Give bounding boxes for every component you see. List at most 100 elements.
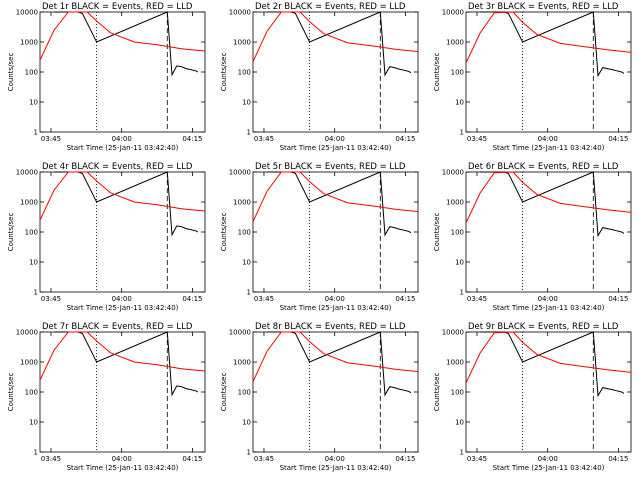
y-axis-label: Counts/sec bbox=[433, 53, 441, 92]
y-tick-label: 100 bbox=[238, 69, 251, 77]
y-tick-label: 10000 bbox=[16, 9, 38, 17]
y-tick-label: 1000 bbox=[446, 199, 464, 207]
panel-plot: Det 2r BLACK = Events, RED = LLD 1 10 100 10… bbox=[220, 2, 419, 152]
detector-panel: Det 8r BLACK = Events, RED = LLD 1 10 100 10… bbox=[213, 320, 426, 480]
y-tick-label: 1 bbox=[34, 129, 38, 137]
y-tick-label: 100 bbox=[238, 229, 251, 237]
series-line-events bbox=[480, 331, 625, 398]
y-tick-label: 1000 bbox=[20, 39, 38, 47]
x-tick-label: 03:45 bbox=[41, 295, 61, 303]
panel-title: Det 1r BLACK = Events, RED = LLD bbox=[42, 2, 193, 12]
x-tick-label: 04:15 bbox=[608, 295, 628, 303]
series-line-events bbox=[267, 331, 412, 397]
y-axis-label: Counts/sec bbox=[220, 373, 228, 412]
x-tick-label: 04:15 bbox=[395, 295, 415, 303]
panel-plot: Det 8r BLACK = Events, RED = LLD 1 10 100 10… bbox=[220, 322, 419, 472]
y-tick-label: 1 bbox=[460, 449, 464, 457]
y-tick-label: 1 bbox=[247, 449, 251, 457]
panel-plot: Det 9r BLACK = Events, RED = LLD 1 10 100 10… bbox=[433, 322, 632, 472]
y-tick-label: 1000 bbox=[20, 199, 38, 207]
detector-panel: Det 9r BLACK = Events, RED = LLD 1 10 100 10… bbox=[426, 320, 639, 480]
series-line-lld bbox=[39, 11, 206, 61]
y-tick-label: 10 bbox=[29, 419, 38, 427]
y-tick-label: 1000 bbox=[233, 359, 251, 367]
y-tick-label: 1 bbox=[247, 289, 251, 297]
x-axis-label: Start Time (25-Jan-11 03:42:40) bbox=[280, 304, 392, 312]
y-tick-label: 100 bbox=[451, 229, 464, 237]
x-tick-label: 03:45 bbox=[467, 295, 487, 303]
x-axis-label: Start Time (25-Jan-11 03:42:40) bbox=[493, 144, 605, 152]
x-tick-label: 04:00 bbox=[112, 295, 132, 303]
panel-title: Det 6r BLACK = Events, RED = LLD bbox=[468, 162, 619, 172]
x-tick-label: 03:45 bbox=[254, 295, 274, 303]
y-tick-label: 10000 bbox=[229, 9, 251, 17]
detector-panel: Det 1r BLACK = Events, RED = LLD 1 10 100 10… bbox=[0, 0, 213, 160]
series-line-lld bbox=[465, 11, 632, 64]
x-tick-label: 03:45 bbox=[41, 135, 61, 143]
series-line-lld bbox=[39, 331, 206, 381]
panel-title: Det 9r BLACK = Events, RED = LLD bbox=[468, 322, 619, 332]
y-tick-label: 10000 bbox=[16, 169, 38, 177]
y-tick-label: 1 bbox=[34, 449, 38, 457]
y-tick-label: 10000 bbox=[16, 329, 38, 337]
y-axis-label: Counts/sec bbox=[7, 373, 15, 412]
x-tick-label: 04:00 bbox=[538, 295, 558, 303]
x-tick-label: 03:45 bbox=[254, 135, 274, 143]
x-axis-label: Start Time (25-Jan-11 03:42:40) bbox=[280, 464, 392, 472]
detector-panel: Det 6r BLACK = Events, RED = LLD 1 10 100 10… bbox=[426, 160, 639, 320]
y-axis-label: Counts/sec bbox=[220, 213, 228, 252]
y-tick-label: 10 bbox=[242, 259, 251, 267]
panel-plot: Det 6r BLACK = Events, RED = LLD 1 10 100 10… bbox=[433, 162, 632, 312]
plot-frame bbox=[39, 171, 206, 293]
series-line-lld bbox=[465, 331, 632, 384]
plot-frame bbox=[465, 171, 632, 293]
panel-title: Det 4r BLACK = Events, RED = LLD bbox=[42, 162, 193, 172]
x-axis-label: Start Time (25-Jan-11 03:42:40) bbox=[280, 144, 392, 152]
plot-frame bbox=[39, 11, 206, 133]
plot-frame bbox=[252, 331, 419, 453]
y-tick-label: 1 bbox=[460, 289, 464, 297]
x-tick-label: 04:15 bbox=[608, 455, 628, 463]
detector-panel: Det 3r BLACK = Events, RED = LLD 1 10 100 10… bbox=[426, 0, 639, 160]
y-tick-label: 10 bbox=[29, 259, 38, 267]
y-tick-label: 100 bbox=[238, 389, 251, 397]
x-tick-label: 03:45 bbox=[467, 135, 487, 143]
panel-plot: Det 5r BLACK = Events, RED = LLD 1 10 100 10… bbox=[220, 162, 419, 312]
plot-frame bbox=[252, 171, 419, 293]
x-tick-label: 04:15 bbox=[395, 455, 415, 463]
series-line-events bbox=[267, 11, 412, 77]
plot-frame bbox=[39, 331, 206, 453]
y-tick-label: 100 bbox=[25, 69, 38, 77]
series-line-events bbox=[54, 171, 199, 237]
y-tick-label: 100 bbox=[451, 69, 464, 77]
series-line-events bbox=[480, 171, 625, 238]
series-line-events bbox=[267, 171, 412, 237]
x-axis-label: Start Time (25-Jan-11 03:42:40) bbox=[493, 304, 605, 312]
y-tick-label: 1000 bbox=[20, 359, 38, 367]
panel-title: Det 7r BLACK = Events, RED = LLD bbox=[42, 322, 193, 332]
detector-panel: Det 5r BLACK = Events, RED = LLD 1 10 100 10… bbox=[213, 160, 426, 320]
y-tick-label: 1000 bbox=[233, 39, 251, 47]
panel-title: Det 5r BLACK = Events, RED = LLD bbox=[255, 162, 406, 172]
x-axis-label: Start Time (25-Jan-11 03:42:40) bbox=[67, 464, 179, 472]
panel-plot: Det 3r BLACK = Events, RED = LLD 1 10 100 10… bbox=[433, 2, 632, 152]
y-tick-label: 1000 bbox=[446, 39, 464, 47]
detector-panel: Det 7r BLACK = Events, RED = LLD 1 10 100 10… bbox=[0, 320, 213, 480]
y-axis-label: Counts/sec bbox=[220, 53, 228, 92]
x-tick-label: 04:00 bbox=[325, 455, 345, 463]
y-tick-label: 10000 bbox=[442, 169, 464, 177]
series-line-lld bbox=[252, 331, 419, 382]
y-tick-label: 10 bbox=[29, 99, 38, 107]
plot-frame bbox=[252, 11, 419, 133]
panel-title: Det 2r BLACK = Events, RED = LLD bbox=[255, 2, 406, 12]
detector-panel: Det 2r BLACK = Events, RED = LLD 1 10 100 10… bbox=[213, 0, 426, 160]
y-tick-label: 10000 bbox=[229, 329, 251, 337]
series-line-lld bbox=[465, 171, 632, 224]
y-axis-label: Counts/sec bbox=[433, 213, 441, 252]
x-axis-label: Start Time (25-Jan-11 03:42:40) bbox=[67, 144, 179, 152]
x-tick-label: 04:00 bbox=[538, 455, 558, 463]
panel-plot: Det 4r BLACK = Events, RED = LLD 1 10 100 10… bbox=[7, 162, 206, 312]
y-tick-label: 1 bbox=[247, 129, 251, 137]
x-tick-label: 04:15 bbox=[182, 135, 202, 143]
